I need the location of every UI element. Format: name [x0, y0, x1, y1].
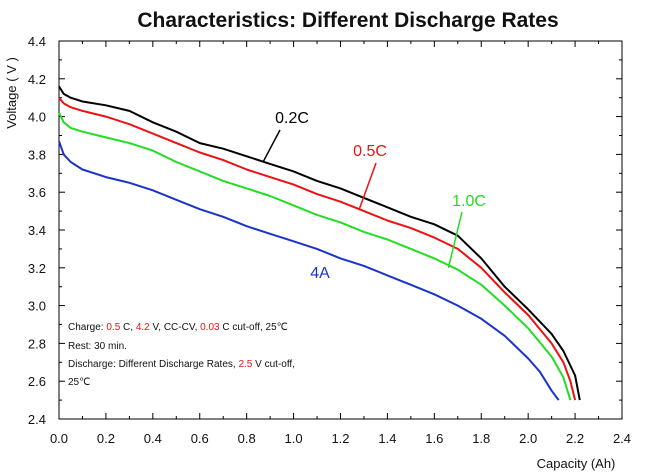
note-discharge: Discharge: Different Discharge Rates, 2.…	[68, 359, 295, 370]
series-label-4a: 4A	[310, 265, 330, 282]
x-tick-label: 1.2	[331, 431, 349, 446]
x-tick-label: 1.0	[285, 431, 303, 446]
y-tick-label: 3.2	[28, 261, 46, 276]
series-line-0-2c	[58, 85, 581, 401]
y-tick-label: 2.8	[28, 336, 46, 351]
pointer-0-2c	[262, 129, 281, 163]
x-tick-label: 1.8	[472, 431, 490, 446]
x-tick-label: 1.6	[425, 431, 443, 446]
note-charge: Charge: 0.5 C, 4.2 V, CC-CV, 0.03 C cut-…	[68, 322, 288, 333]
x-tick-label: 0.8	[238, 431, 256, 446]
y-tick-label: 3.8	[28, 147, 46, 162]
curve-labels: 0.2C 0.5C 1.0C 4A	[262, 110, 486, 282]
note-rest: Rest: 30 min.	[68, 341, 127, 352]
test-conditions-note: Charge: 0.5 C, 4.2 V, CC-CV, 0.03 C cut-…	[68, 322, 295, 388]
series-label-1-0c: 1.0C	[452, 193, 486, 210]
y-tick-label: 4.2	[28, 72, 46, 87]
series-line-0-5c	[58, 97, 577, 401]
y-tick-label: 3.6	[28, 185, 46, 200]
y-tick-label: 3.4	[28, 223, 46, 238]
x-tick-label: 2.2	[566, 431, 584, 446]
x-tick-label: 0.0	[50, 431, 68, 446]
note-temperature: 25℃	[68, 377, 90, 388]
y-tick-label: 4.4	[28, 34, 46, 49]
pointer-1-0c	[447, 211, 463, 268]
y-tick-label: 3.0	[28, 299, 46, 314]
x-tick-label: 2.4	[613, 431, 631, 446]
series-label-0-5c: 0.5C	[353, 143, 387, 160]
x-tick-label: 2.0	[519, 431, 537, 446]
axes: 0.0 0.2 0.4 0.6 0.8 1.0 1.2 1.4 1.6 1.8 2.0 2.2 2.4 2…	[28, 34, 631, 446]
x-tick-label: 1.4	[378, 431, 396, 446]
y-tick-label: 2.6	[28, 374, 46, 389]
series-lines	[58, 85, 581, 401]
x-axis-label: Capacity (Ah)	[537, 456, 616, 471]
series-label-0-2c: 0.2C	[275, 110, 309, 127]
x-tick-label: 0.4	[144, 431, 162, 446]
x-tick-label: 0.6	[191, 431, 209, 446]
chart-title: Characteristics: Different Discharge Rat…	[137, 9, 558, 32]
x-tick-label: 0.2	[97, 431, 115, 446]
y-tick-label: 2.4	[28, 412, 46, 427]
pointer-0-5c	[358, 162, 377, 210]
series-line-4a	[58, 140, 560, 401]
y-axis-label: Voltage ( V )	[4, 57, 19, 129]
y-tick-label: 4.0	[28, 110, 46, 125]
series-line-1-0c	[58, 112, 572, 401]
